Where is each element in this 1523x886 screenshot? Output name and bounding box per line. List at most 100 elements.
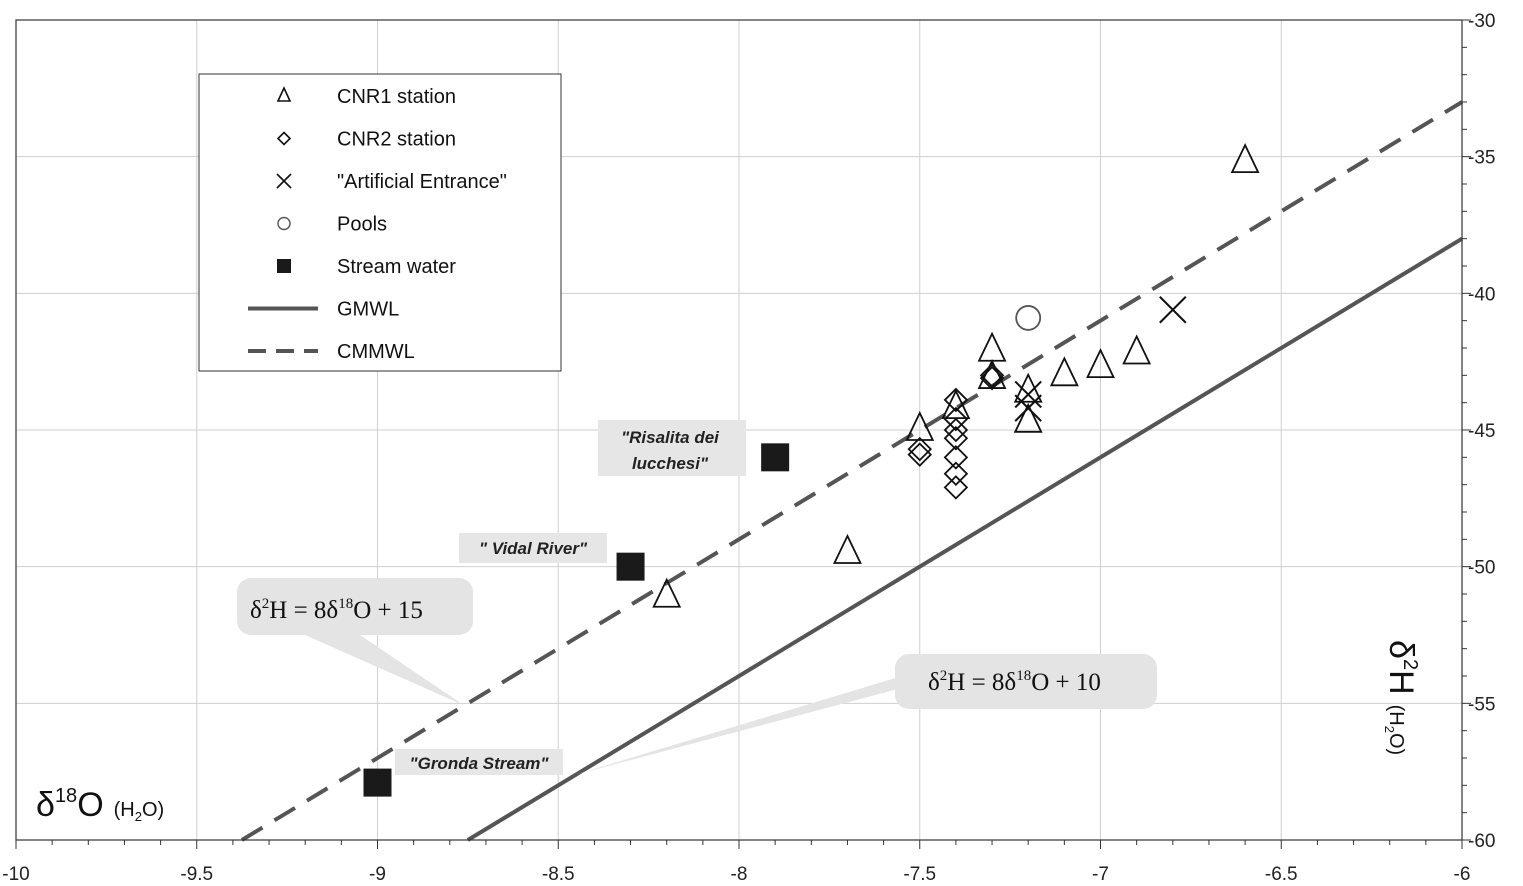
point-cnr2-station [943, 406, 969, 432]
x-title-O: O [77, 786, 103, 824]
annotation-box [395, 749, 563, 775]
x-axis-ticks: -10 -9.5 -9 -8.5 -8 -7.5 -7 -6.5 -6 [2, 840, 1470, 885]
callout-eq-part: O + 10 [1031, 669, 1101, 696]
point-cnr2-station [943, 417, 969, 443]
callout-eq-part: δ [250, 597, 262, 624]
point-cnr2-station [979, 363, 1005, 388]
callout-eq-part: 18 [1016, 668, 1031, 684]
x-tick-label: -9 [369, 864, 386, 885]
y-axis-ticks: -30 -35 -40 -45 -50 -55 -60 [1462, 11, 1495, 852]
x-axis-title: δ18O (H2O) [36, 785, 164, 824]
point-cnr2-station [943, 387, 969, 413]
annotation-label: lucchesi" [632, 454, 709, 473]
point-cnr2-station [907, 436, 933, 462]
data-points [363, 143, 1260, 797]
legend-label-gmwl: GMWL [337, 299, 399, 321]
point-stream-water [761, 443, 790, 472]
point-cnr1-station [652, 577, 682, 608]
point-cnr1-station [1230, 143, 1260, 174]
point-cnr1-station [1086, 348, 1115, 379]
y-tick-label: -35 [1468, 148, 1495, 169]
x-tick-label: -9.5 [180, 864, 213, 885]
point-cnr1-station [833, 533, 862, 564]
x-title-sub-post: O) [142, 799, 164, 821]
x-title-sup: 18 [55, 785, 77, 807]
annotation-box [459, 533, 607, 563]
callout-equation: δ2H = 8δ18O + 10 [928, 668, 1101, 696]
point-artificial-entrance [1014, 380, 1042, 409]
x-tick-label: -8.5 [542, 864, 575, 885]
legend-label-artificial-entrance: "Artificial Entrance" [337, 171, 507, 193]
point-pools [1015, 305, 1042, 331]
y-tick-label: -50 [1468, 558, 1495, 579]
point-cnr2-station [943, 445, 969, 470]
series-line-cmmwl [240, 100, 1464, 842]
callout-pointer [305, 635, 465, 706]
point-cnr2-station [943, 475, 969, 500]
legend-label-cnr2-station: CNR2 station [337, 129, 456, 151]
legend-swatch-cnr1-station [276, 86, 292, 102]
point-artificial-entrance [1014, 394, 1042, 422]
point-cnr2-station [943, 461, 969, 487]
legend-label-cmmwl: CMMWL [337, 341, 415, 363]
y-title-sup: 2 [1399, 659, 1421, 670]
y-tick-label: -30 [1468, 11, 1495, 32]
legend-label-pools: Pools [337, 214, 387, 236]
callout-box [237, 578, 473, 635]
y-title-sub-pre: (H [1385, 705, 1407, 726]
callout-eq-part: 2 [262, 596, 270, 612]
x-tick-label: -7.5 [903, 864, 936, 885]
callout-eq-part: H = 8δ [947, 669, 1016, 696]
y-title-sub-post: O) [1385, 733, 1407, 755]
callout-eq-part: 2 [940, 668, 948, 684]
callout-eq-part: H = 8δ [269, 597, 338, 624]
svg-text:δ2H(H2O): δ2H(H2O) [1382, 640, 1421, 755]
legend-swatch-pools [277, 216, 291, 231]
series-line-gmwl [466, 236, 1464, 842]
point-cnr2-station [907, 442, 933, 467]
legend-label-stream-water: Stream water [337, 256, 456, 278]
y-tick-label: -60 [1468, 831, 1495, 852]
point-cnr2-station [979, 365, 1005, 391]
legend: CNR1 station CNR2 station "Artificial Entr… [198, 73, 562, 372]
annotation-box [598, 420, 746, 476]
stream-annotations: "Risalita dei lucchesi" " Vidal River" "Gro… [395, 420, 746, 775]
x-tick-label: -6 [1454, 864, 1471, 885]
annotation-label: " Vidal River" [479, 539, 588, 558]
y-title-H: H [1382, 670, 1420, 695]
x-tick-label: -8 [731, 864, 748, 885]
legend-box [198, 73, 562, 372]
x-tick-label: -10 [2, 864, 29, 885]
x-tick-label: -6.5 [1265, 864, 1298, 885]
y-tick-label: -55 [1468, 694, 1495, 715]
legend-swatch-artificial-entrance [276, 173, 292, 189]
regression-lines [240, 100, 1464, 842]
y-axis-title: δ2H(H2O) [1382, 640, 1421, 755]
callout-eq-part: δ [928, 669, 940, 696]
point-cnr1-station [1049, 356, 1079, 387]
point-cnr1-station [1122, 334, 1152, 365]
legend-swatch-cnr2-station [276, 131, 292, 146]
x-title-delta: δ [36, 786, 55, 824]
y-title-sub-num: 2 [1382, 726, 1397, 733]
x-tick-label: -7 [1092, 864, 1109, 885]
y-title-delta: δ [1382, 640, 1420, 659]
x-title-sub-num: 2 [135, 809, 142, 824]
point-cnr1-station [1013, 402, 1043, 433]
point-cnr2-station [943, 425, 969, 451]
legend-label-cnr1-station: CNR1 station [337, 86, 456, 108]
point-cnr1-station [977, 331, 1007, 362]
annotation-label: "Risalita dei [621, 428, 720, 447]
x-title-sub-pre: (H [114, 799, 135, 821]
legend-swatch-stream-water [277, 259, 291, 273]
y-tick-label: -45 [1468, 421, 1495, 442]
callout-eq-part: 18 [338, 596, 353, 612]
callout-eq-part: O + 15 [353, 597, 423, 624]
point-cnr1-station [905, 410, 935, 441]
point-stream-water [363, 768, 392, 797]
callout-equation: δ2H = 8δ18O + 15 [250, 596, 423, 624]
y-tick-label: -40 [1468, 284, 1495, 305]
point-stream-water [616, 552, 645, 581]
